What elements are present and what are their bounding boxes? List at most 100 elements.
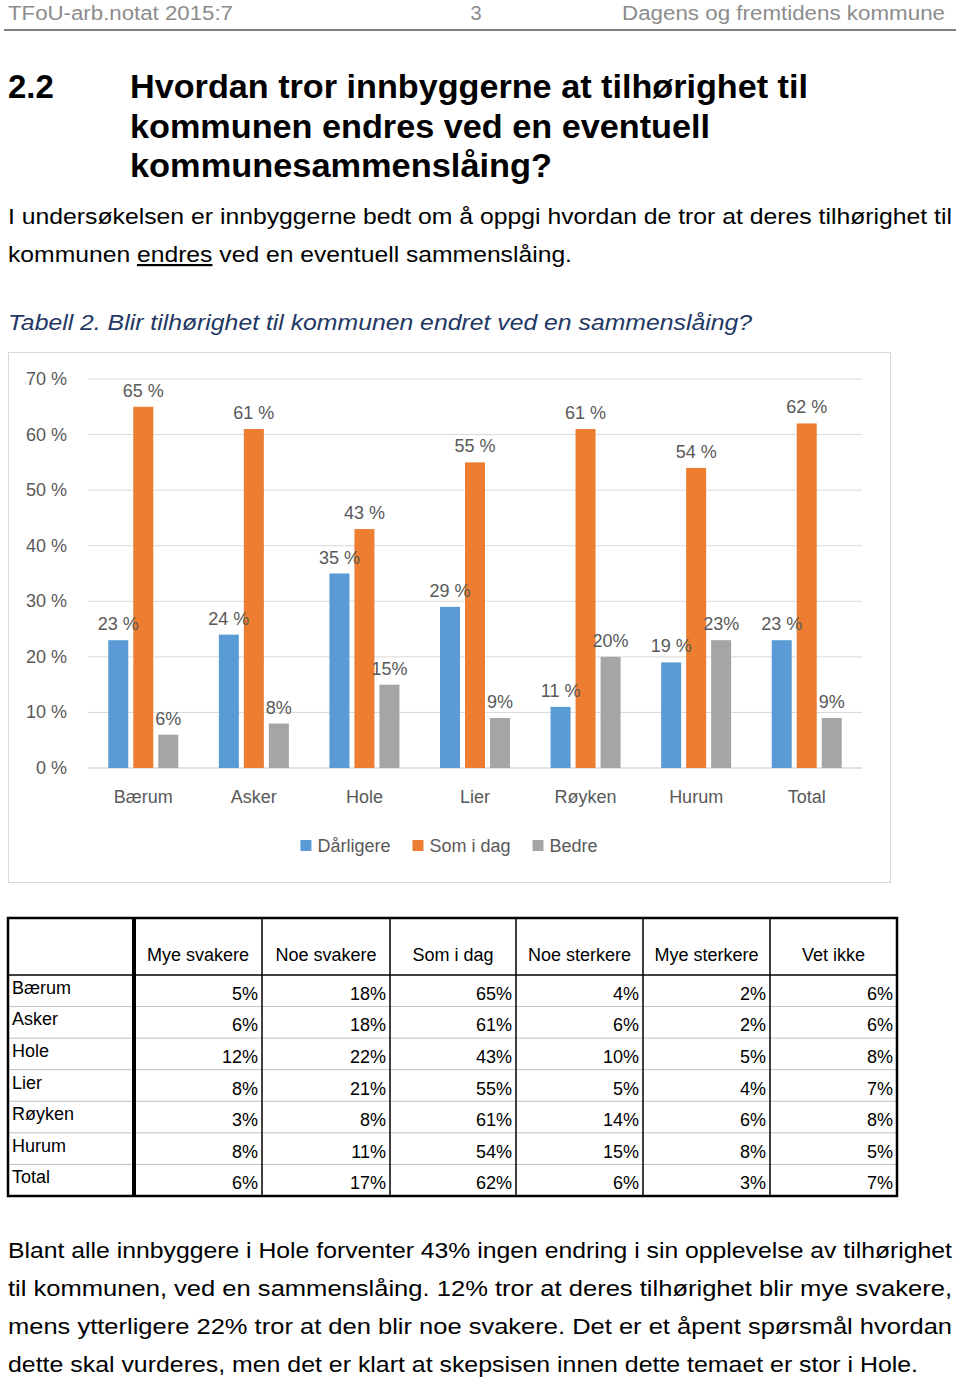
data-label: 29 % bbox=[429, 581, 470, 601]
intro-paragraph: I undersøkelsen er innbyggerne bedt om å… bbox=[8, 204, 952, 267]
data-label: 65 % bbox=[123, 381, 164, 401]
table-cell: 6% bbox=[613, 1173, 639, 1193]
y-tick-label: 30 % bbox=[26, 591, 67, 611]
table-cell: 14% bbox=[603, 1110, 639, 1130]
page-header: TFoU-arb.notat 2015:7 3 Dagens og fremtide… bbox=[8, 2, 945, 24]
column-header: Som i dag bbox=[412, 945, 493, 965]
table-cell: 15% bbox=[603, 1142, 639, 1162]
closing-line: Blant alle innbyggere i Hole forventer 4… bbox=[8, 1238, 952, 1263]
y-tick-label: 70 % bbox=[26, 369, 67, 389]
bar bbox=[244, 429, 264, 768]
column-line bbox=[515, 918, 517, 1196]
intro-line: I undersøkelsen er innbyggerne bedt om å… bbox=[8, 204, 952, 229]
table-cell: 3% bbox=[740, 1173, 766, 1193]
row-label: Lier bbox=[12, 1073, 42, 1093]
table-cell: 4% bbox=[613, 984, 639, 1004]
table-cell: 8% bbox=[867, 1047, 893, 1067]
bar bbox=[576, 429, 596, 768]
caption: Tabell 2. Blir tilhørighet til kommunen … bbox=[8, 310, 753, 335]
grid-line bbox=[88, 379, 862, 380]
table-cell: 6% bbox=[740, 1110, 766, 1130]
bar bbox=[269, 724, 289, 768]
grid-line bbox=[88, 434, 862, 435]
table-cell: 8% bbox=[867, 1110, 893, 1130]
data-label: 9% bbox=[487, 692, 513, 712]
row-line bbox=[8, 1069, 897, 1070]
table-cell: 8% bbox=[232, 1079, 258, 1099]
header-left: TFoU-arb.notat 2015:7 bbox=[8, 2, 233, 24]
closing-line: dette skal vurderes, men det er klart at… bbox=[8, 1352, 918, 1377]
bar bbox=[219, 635, 239, 768]
section-number: 2.2 bbox=[8, 68, 54, 105]
data-label: 54 % bbox=[676, 442, 717, 462]
closing-paragraph: Blant alle innbyggere i Hole forventer 4… bbox=[8, 1238, 952, 1377]
table-cell: 2% bbox=[740, 1015, 766, 1035]
legend-label: Som i dag bbox=[429, 836, 510, 856]
data-label: 9% bbox=[819, 692, 845, 712]
section-heading: 2.2 Hvordan tror innbyggerne at tilhørigh… bbox=[8, 68, 808, 184]
intro-text: kommunen bbox=[8, 242, 137, 267]
page-number: 3 bbox=[470, 2, 481, 24]
table-cell: 18% bbox=[350, 1015, 386, 1035]
legend-swatch bbox=[300, 840, 311, 851]
intro-text: endres bbox=[137, 242, 212, 267]
bar bbox=[465, 462, 485, 768]
chart: 0 %10 %20 %30 %40 %50 %60 %70 %23 %24 %3… bbox=[26, 369, 862, 856]
table-cell: 5% bbox=[613, 1079, 639, 1099]
data-label: 8% bbox=[266, 698, 292, 718]
legend-swatch bbox=[533, 840, 544, 851]
header-line bbox=[8, 974, 897, 976]
bar bbox=[551, 707, 571, 768]
table-cell: 6% bbox=[232, 1015, 258, 1035]
y-tick-label: 20 % bbox=[26, 647, 67, 667]
table-cell: 61% bbox=[476, 1015, 512, 1035]
table-cell: 2% bbox=[740, 984, 766, 1004]
y-tick-label: 0 % bbox=[36, 758, 67, 778]
label-column-line bbox=[132, 918, 136, 1196]
heading-line: kommunesammenslåing? bbox=[130, 147, 552, 184]
bar bbox=[158, 735, 178, 768]
table-cell: 22% bbox=[350, 1047, 386, 1067]
table-cell: 7% bbox=[867, 1079, 893, 1099]
data-label: 55 % bbox=[454, 436, 495, 456]
table-cell: 5% bbox=[232, 984, 258, 1004]
row-line bbox=[8, 1038, 897, 1039]
table-cell: 62% bbox=[476, 1173, 512, 1193]
header-right: Dagens og fremtidens kommune bbox=[622, 2, 945, 24]
table-cell: 54% bbox=[476, 1142, 512, 1162]
row-label: Total bbox=[12, 1167, 50, 1187]
table-cell: 8% bbox=[740, 1142, 766, 1162]
x-tick-label: Røyken bbox=[555, 787, 617, 807]
data-label: 23 % bbox=[761, 614, 802, 634]
data-label: 23% bbox=[703, 614, 739, 634]
table-cell: 61% bbox=[476, 1110, 512, 1130]
heading-line: Hvordan tror innbyggerne at tilhørighet … bbox=[130, 68, 808, 105]
y-tick-label: 40 % bbox=[26, 536, 67, 556]
y-tick-label: 60 % bbox=[26, 425, 67, 445]
table-cell: 11% bbox=[351, 1142, 386, 1162]
x-tick-label: Hurum bbox=[669, 787, 723, 807]
column-line bbox=[261, 918, 263, 1196]
legend: DårligereSom i dagBedre bbox=[300, 836, 597, 856]
table-cell: 17% bbox=[350, 1173, 386, 1193]
bar bbox=[379, 685, 399, 768]
x-tick-label: Lier bbox=[460, 787, 490, 807]
bar bbox=[133, 407, 153, 768]
bar bbox=[711, 640, 731, 768]
row-line bbox=[8, 1132, 897, 1133]
data-label: 24 % bbox=[208, 609, 249, 629]
y-tick-label: 50 % bbox=[26, 480, 67, 500]
data-label: 43 % bbox=[344, 503, 385, 523]
table-cell: 6% bbox=[613, 1015, 639, 1035]
closing-line: mens ytterligere 22% tror at den blir no… bbox=[8, 1314, 952, 1339]
column-header: Noe svakere bbox=[275, 945, 376, 965]
closing-line: til kommunen, ved en sammenslåing. 12% t… bbox=[8, 1276, 952, 1301]
row-label: Asker bbox=[12, 1009, 58, 1029]
x-tick-label: Hole bbox=[346, 787, 383, 807]
column-header: Vet ikke bbox=[802, 945, 865, 965]
column-header: Mye svakere bbox=[147, 945, 249, 965]
bar bbox=[329, 574, 349, 769]
header-rule bbox=[4, 29, 956, 31]
table-cell: 8% bbox=[232, 1142, 258, 1162]
table-cell: 55% bbox=[476, 1079, 512, 1099]
